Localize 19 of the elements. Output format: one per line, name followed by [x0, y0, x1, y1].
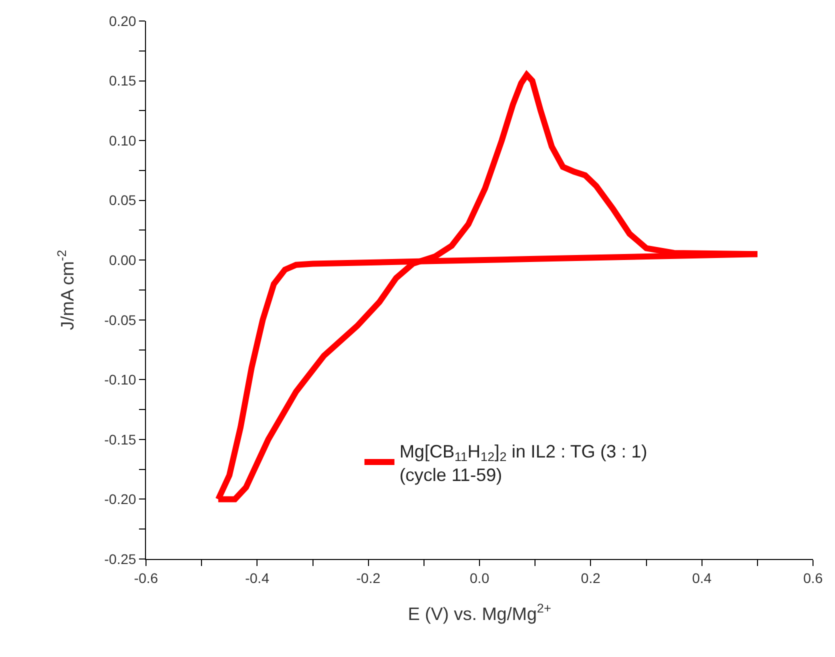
y-tick-label: -0.25	[104, 550, 136, 567]
y-tick-label: 0.05	[108, 192, 136, 208]
x-tick-label: 0.6	[803, 570, 823, 586]
x-tick-label: -0.2	[356, 570, 381, 586]
x-tick-label: -0.4	[245, 570, 270, 586]
x-tick-label: 0.0	[470, 570, 490, 586]
y-tick-label: -0.20	[104, 491, 136, 508]
y-tick-label: -0.05	[104, 312, 136, 328]
y-tick-label: -0.15	[104, 431, 136, 448]
y-tick-label: 0.15	[108, 72, 136, 89]
legend-label: Mg[CB$_{11}$H$_{12}$]$_{2}$ in IL2 : TG (3 : 1) (cycle 11-59)	[399, 441, 648, 485]
x-axis-title: E (V) vs. Mg/Mg$^{2+}$	[408, 601, 552, 624]
x-tick-label: -0.6	[134, 570, 158, 586]
y-tick-label: 0.00	[108, 252, 136, 268]
y-tick-label: 0.10	[108, 132, 136, 148]
x-tick-label: 0.2	[580, 570, 601, 586]
y-tick-label: -0.10	[104, 372, 136, 388]
y-tick-label: 0.20	[108, 12, 136, 29]
x-tick-label: 0.4	[692, 570, 712, 586]
